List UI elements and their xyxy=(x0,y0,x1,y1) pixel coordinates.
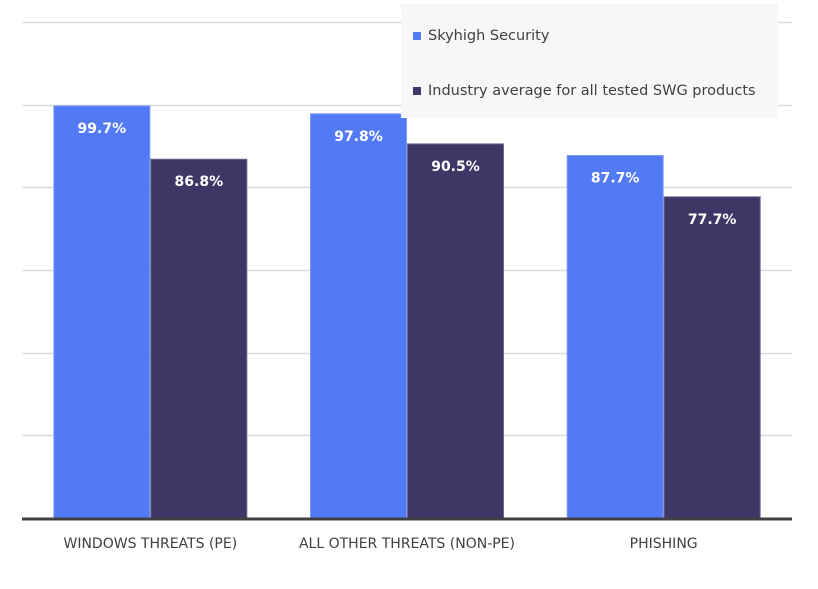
x-tick-label: ALL OTHER THREATS (NON-PE) xyxy=(299,536,515,552)
data-label: 97.8% xyxy=(334,129,383,145)
data-label: 90.5% xyxy=(431,159,480,175)
data-labels: 99.7% 86.8% 97.8% 90.5% 87.7% 77.7% xyxy=(78,121,737,228)
legend-label: Industry average for all tested SWG prod… xyxy=(428,83,756,99)
data-label: 87.7% xyxy=(591,171,640,187)
bar-industry-average xyxy=(150,158,248,519)
data-label: 86.8% xyxy=(175,174,224,190)
x-tick-label: PHISHING xyxy=(630,536,698,552)
bar-industry-average xyxy=(407,143,504,519)
bar-skyhigh xyxy=(566,155,664,519)
legend-label: Skyhigh Security xyxy=(428,28,550,44)
data-label: 99.7% xyxy=(78,121,127,137)
bar-industry-average xyxy=(663,196,761,519)
data-label: 77.7% xyxy=(688,212,737,228)
bars xyxy=(53,105,761,519)
legend: Skyhigh Security Industry average for al… xyxy=(401,4,778,118)
legend-item-industry-average: Industry average for all tested SWG prod… xyxy=(413,83,756,99)
x-axis-labels: WINDOWS THREATS (PE) ALL OTHER THREATS (N… xyxy=(63,536,697,552)
legend-swatch-industry-average xyxy=(413,87,421,95)
legend-swatch-skyhigh xyxy=(413,32,421,40)
x-tick-label: WINDOWS THREATS (PE) xyxy=(63,536,237,552)
legend-item-skyhigh: Skyhigh Security xyxy=(413,28,549,44)
bar-skyhigh xyxy=(310,113,407,519)
bar-skyhigh xyxy=(53,105,151,519)
